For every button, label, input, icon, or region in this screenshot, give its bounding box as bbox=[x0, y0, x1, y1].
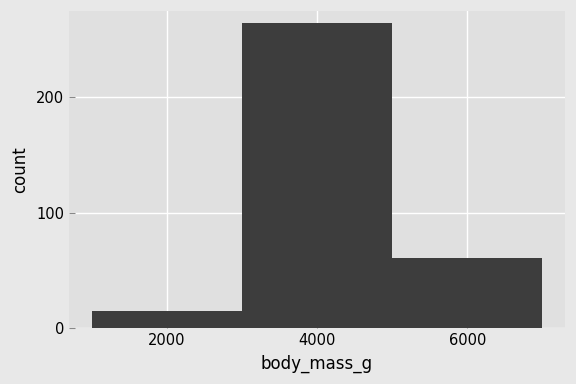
Bar bbox=[392, 258, 543, 328]
Y-axis label: count: count bbox=[11, 146, 29, 193]
X-axis label: body_mass_g: body_mass_g bbox=[261, 354, 373, 373]
Bar bbox=[92, 311, 242, 328]
Bar bbox=[242, 23, 392, 328]
